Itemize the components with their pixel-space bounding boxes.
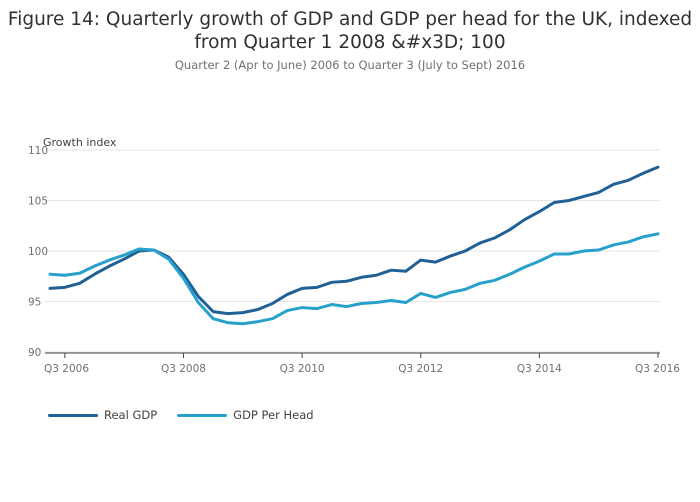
chart-subtitle: Quarter 2 (Apr to June) 2006 to Quarter … (174, 58, 526, 72)
x-tick-label: Q3 2014 (517, 363, 562, 375)
x-axis: Q3 2006 Q3 2008 Q3 2010 Q3 2012 Q3 2014 Q3 20… (44, 352, 680, 375)
legend-item[interactable]: GDP Per Head (177, 408, 314, 422)
x-tick-label: Q3 2010 (280, 363, 325, 375)
x-tick-label: Q3 2012 (398, 363, 443, 375)
legend-swatch (48, 413, 98, 417)
chart-title: Figure 14: Quarterly growth of GDP and G… (7, 9, 693, 53)
legend-label: Real GDP (104, 408, 158, 422)
legend: Real GDP GDP Per Head (48, 408, 314, 422)
x-tick-label: Q3 2008 (161, 363, 206, 375)
grid-lines (45, 149, 660, 353)
legend-label: GDP Per Head (233, 408, 314, 422)
y-tick-label: 110 (28, 145, 48, 157)
legend-swatch (177, 413, 228, 417)
y-tick-label: 95 (28, 297, 41, 309)
y-tick-label: 90 (28, 347, 41, 359)
y-tick-label: 105 (28, 196, 48, 208)
legend-item[interactable]: Real GDP (48, 408, 157, 422)
series-line-real-gdp (48, 165, 660, 316)
y-axis-ticks: 90 95 100 105 110 (28, 145, 48, 359)
x-tick-label: Q3 2006 (44, 363, 89, 375)
x-tick-label: Q3 2016 (635, 363, 680, 375)
y-tick-label: 100 (28, 246, 48, 258)
series-line-gdp-per-head (48, 232, 660, 326)
series-lines (48, 165, 660, 326)
y-axis-label: Growth index (43, 136, 117, 149)
